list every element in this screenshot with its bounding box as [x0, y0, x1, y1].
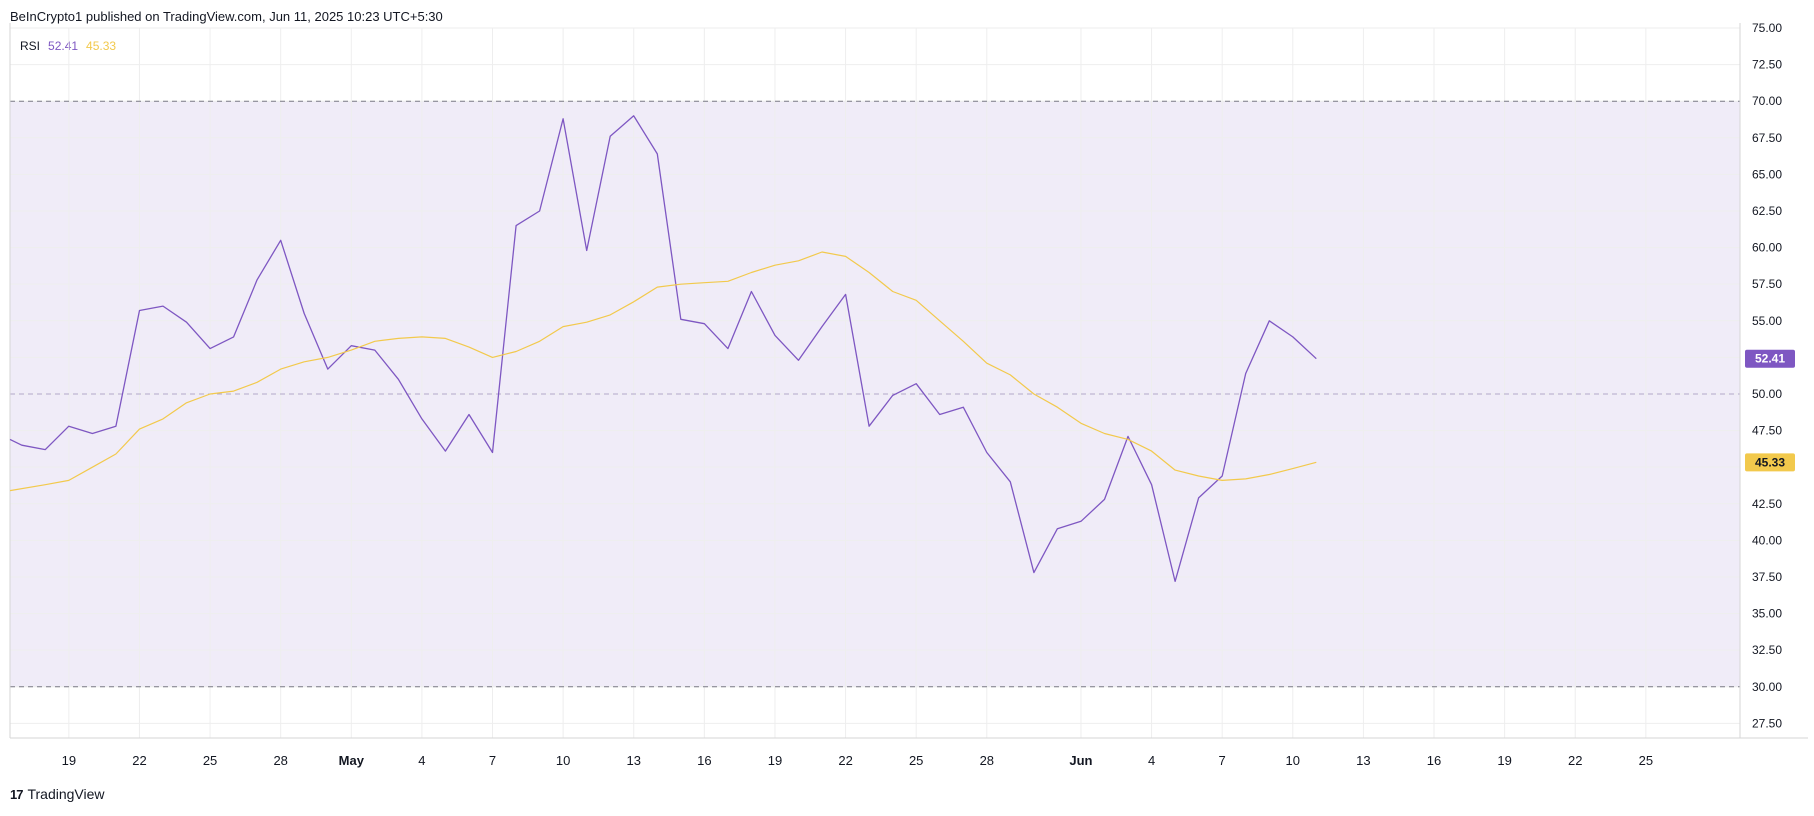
- x-tick-label: 10: [556, 753, 570, 768]
- x-tick-label: 19: [62, 753, 76, 768]
- y-tick-label: 75.00: [1752, 21, 1782, 35]
- x-tick-label: 22: [1568, 753, 1582, 768]
- axis-lines: [9, 23, 1808, 739]
- tradingview-logo-text: TradingView: [27, 786, 105, 802]
- x-tick-label: 22: [838, 753, 852, 768]
- x-tick-label: 25: [909, 753, 923, 768]
- rsi-last-value-badge: 52.41: [1745, 349, 1795, 368]
- x-tick-label: May: [339, 753, 365, 768]
- x-tick-label: 16: [1427, 753, 1441, 768]
- y-tick-label: 65.00: [1752, 167, 1782, 181]
- x-tick-label: 4: [1148, 753, 1155, 768]
- legend-ma-value: 45.33: [86, 39, 117, 53]
- y-tick-label: 55.00: [1752, 314, 1782, 328]
- y-tick-label: 42.50: [1752, 497, 1782, 511]
- x-tick-label: 28: [980, 753, 994, 768]
- series-group: [9, 115, 1317, 583]
- ma-last-value-badge-text: 45.33: [1755, 455, 1785, 469]
- x-tick-label: 13: [627, 753, 641, 768]
- y-tick-label: 57.50: [1752, 277, 1782, 291]
- indicator-legend[interactable]: RSI 52.41 45.33: [20, 39, 116, 53]
- x-tick-label: 19: [1497, 753, 1511, 768]
- rsi-last-value-badge-text: 52.41: [1755, 352, 1785, 366]
- y-tick-label: 35.00: [1752, 607, 1782, 621]
- legend-rsi-value: 52.41: [48, 39, 79, 53]
- y-tick-label: 67.50: [1752, 131, 1782, 145]
- y-axis-labels: 75.00 72.50 70.00 67.50 65.00 62.50 60.00 57.50…: [1752, 21, 1782, 730]
- level-lines: [10, 100, 1740, 688]
- publisher-line: BeInCrypto1 published on TradingView.com…: [10, 9, 443, 24]
- x-tick-label: 16: [697, 753, 711, 768]
- x-tick-label: 28: [273, 753, 287, 768]
- ma-last-value-badge-bg: [1745, 453, 1795, 472]
- y-tick-label: 72.50: [1752, 58, 1782, 72]
- x-tick-label: 25: [203, 753, 217, 768]
- last-value-badges: 52.41 45.33: [1745, 349, 1795, 472]
- x-tick-label: 7: [1219, 753, 1226, 768]
- x-axis-labels: 19 22 25 28 May 4 7 10 13 16 19 22 25 28 Jun 4 7 10 13 16 19…: [62, 753, 1653, 768]
- y-tick-label: 47.50: [1752, 424, 1782, 438]
- tradingview-logo-icon: 17: [10, 786, 24, 802]
- series-line-ma: [9, 251, 1317, 492]
- ma-last-value-badge: 45.33: [1745, 453, 1795, 472]
- x-tick-label: 13: [1356, 753, 1370, 768]
- x-tick-label: 10: [1286, 753, 1300, 768]
- y-tick-label: 27.50: [1752, 716, 1782, 730]
- x-tick-label: 25: [1639, 753, 1653, 768]
- x-tick-label: 4: [418, 753, 425, 768]
- y-tick-label: 70.00: [1752, 94, 1782, 108]
- x-tick-label: 19: [768, 753, 782, 768]
- y-tick-label: 40.00: [1752, 533, 1782, 547]
- series-line-rsi: [9, 115, 1317, 583]
- x-tick-label: 7: [489, 753, 496, 768]
- tradingview-branding[interactable]: 17 TradingView: [10, 786, 105, 802]
- y-tick-label: 62.50: [1752, 204, 1782, 218]
- rsi-last-value-badge-bg: [1745, 349, 1795, 368]
- y-tick-label: 30.00: [1752, 680, 1782, 694]
- x-tick-label: Jun: [1069, 753, 1092, 768]
- y-tick-label: 37.50: [1752, 570, 1782, 584]
- y-tick-label: 60.00: [1752, 241, 1782, 255]
- rsi-chart[interactable]: 75.00 72.50 70.00 67.50 65.00 62.50 60.00 57.50…: [0, 0, 1814, 780]
- legend-indicator-name: RSI: [20, 39, 41, 53]
- x-tick-label: 22: [132, 753, 146, 768]
- y-tick-label: 50.00: [1752, 387, 1782, 401]
- y-tick-label: 32.50: [1752, 643, 1782, 657]
